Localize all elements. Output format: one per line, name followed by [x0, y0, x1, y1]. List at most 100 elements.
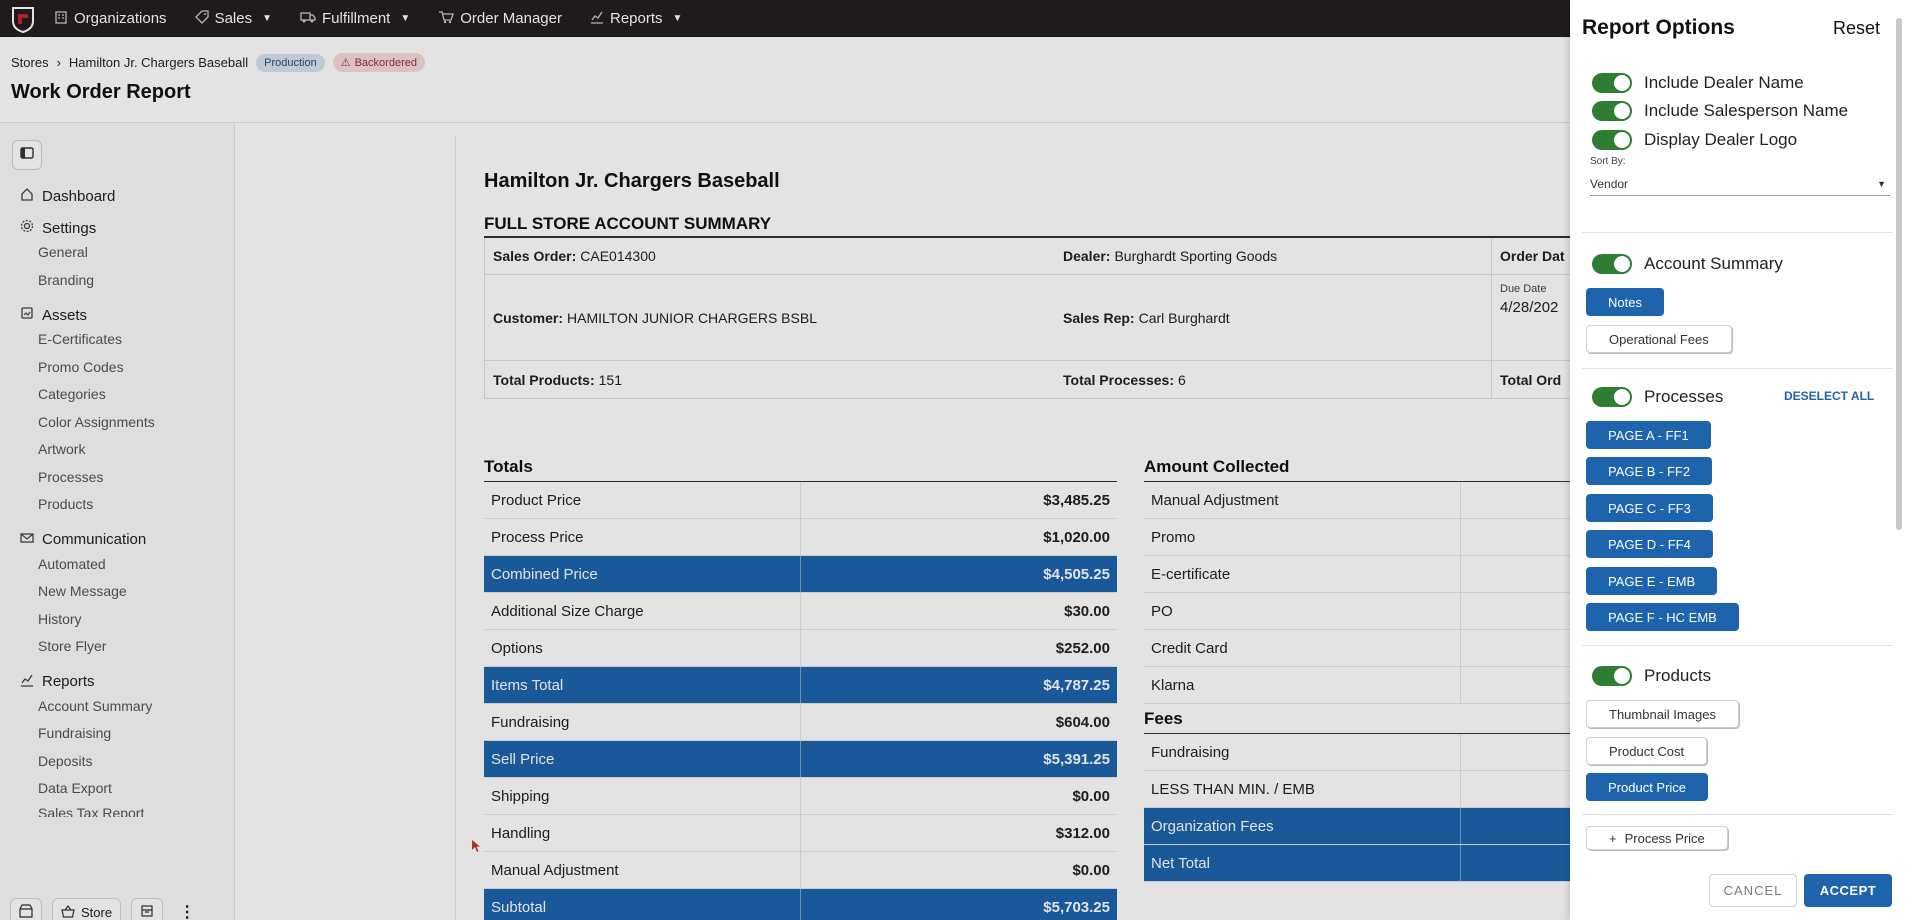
sidebar-item-processes[interactable]: Processes — [38, 468, 104, 485]
table-row: Fundraising $604.00 — [484, 704, 1117, 741]
sidebar-item-settings[interactable]: Settings — [20, 217, 230, 239]
chip-process[interactable]: PAGE A - FF1 — [1586, 421, 1711, 449]
sidebar-item-branding[interactable]: Branding — [38, 271, 95, 288]
chip-process[interactable]: PAGE B - FF2 — [1586, 457, 1713, 485]
chip-operational-fees[interactable]: Operational Fees — [1586, 325, 1732, 353]
accept-button[interactable]: ACCEPT — [1804, 874, 1892, 907]
sidebar-item-artwork[interactable]: Artwork — [38, 441, 86, 457]
chip-process-price[interactable]: + Process Price — [1586, 826, 1728, 850]
table-row: Subtotal $5,703.25 — [484, 889, 1117, 920]
chip-process[interactable]: PAGE D - FF4 — [1586, 530, 1713, 558]
chip-process[interactable]: PAGE C - FF3 — [1586, 494, 1713, 522]
sidebar-item-fundraising[interactable]: Fundraising — [38, 725, 112, 741]
sidebar-item-automated[interactable]: Automated — [38, 555, 106, 572]
chip-product-cost[interactable]: Product Cost — [1586, 737, 1708, 765]
due-date-value: 4/28/202 — [1500, 299, 1559, 316]
more-button[interactable]: ⋮ — [173, 898, 201, 920]
total-orders-cell: Total Ord — [1491, 361, 1570, 398]
nav-order-manager[interactable]: Order Manager — [438, 10, 562, 28]
order-info-grid: Sales Order: CAE014300 Dealer: Burghardt… — [484, 238, 1571, 399]
toggle-dealer-logo[interactable]: Display Dealer Logo — [1592, 130, 1797, 150]
divider — [1582, 645, 1893, 646]
nav-sales[interactable]: Sales ▼ — [194, 9, 272, 28]
row-label: Promo — [1144, 519, 1461, 555]
toggle-processes[interactable]: Processes — [1592, 387, 1723, 407]
row-label: Credit Card — [1144, 630, 1461, 666]
drawer-footer: CANCEL ACCEPT — [1570, 862, 1906, 920]
breadcrumb-store[interactable]: Hamilton Jr. Chargers Baseball — [68, 55, 249, 70]
drawer-scrollbar[interactable] — [1896, 18, 1902, 530]
toggle-switch[interactable] — [1592, 666, 1632, 686]
row-label: Fundraising — [484, 704, 801, 740]
sidebar-item-data-export[interactable]: Data Export — [38, 780, 112, 796]
table-row: Product Price $3,485.25 — [484, 482, 1117, 519]
toggle-switch[interactable] — [1592, 101, 1632, 121]
sidebar-item-new-message[interactable]: New Message — [38, 583, 127, 599]
toggle-switch[interactable] — [1592, 387, 1632, 407]
toggle-switch[interactable] — [1592, 130, 1632, 150]
sidebar-item-general[interactable]: General — [38, 244, 88, 260]
table-row: Manual Adjustment $0.00 — [484, 852, 1117, 889]
mouse-cursor-icon — [471, 839, 481, 858]
archive-button[interactable] — [131, 898, 164, 920]
sidebar-item-assets[interactable]: Assets — [20, 304, 230, 326]
sort-by-select[interactable]: Vendor ▼ — [1590, 172, 1890, 196]
deselect-all-button[interactable]: DESELECT ALL — [1784, 389, 1875, 403]
toggle-label: Display Dealer Logo — [1644, 130, 1798, 149]
sidebar-item-reports[interactable]: Reports — [20, 671, 230, 693]
sidebar-item-account-summary[interactable]: Account Summary — [38, 697, 153, 714]
chip-thumbnail-images[interactable]: Thumbnail Images — [1586, 700, 1739, 728]
row-value: $3,485.25 — [1043, 491, 1110, 509]
brand-logo[interactable] — [8, 4, 38, 34]
table-row: E-certificate — [1144, 556, 1571, 593]
nav-organizations[interactable]: Organizations — [54, 10, 167, 28]
drawer-title: Report Options — [1582, 16, 1735, 39]
storefront-button[interactable] — [10, 898, 42, 920]
reset-button[interactable]: Reset — [1833, 18, 1881, 38]
sales-rep-value: Carl Burghardt — [1138, 309, 1230, 326]
row-value: $0.00 — [1072, 861, 1110, 879]
sidebar-item-deposits[interactable]: Deposits — [38, 752, 93, 769]
chip-notes[interactable]: Notes — [1586, 288, 1664, 316]
breadcrumb-stores[interactable]: Stores — [11, 55, 49, 70]
chip-process[interactable]: PAGE E - EMB — [1586, 567, 1718, 595]
sidebar-item-color-assignments[interactable]: Color Assignments — [38, 413, 155, 430]
toggle-salesperson-name[interactable]: Include Salesperson Name — [1592, 101, 1848, 121]
sidebar-item-dashboard[interactable]: Dashboard — [20, 185, 230, 207]
sidebar-item-sales-tax-report[interactable]: Sales Tax Report — [38, 804, 145, 817]
table-row: Organization Fees — [1144, 808, 1571, 845]
sidebar-item-communication[interactable]: Communication — [20, 529, 230, 551]
sidebar-item-history[interactable]: History — [38, 610, 82, 627]
breadcrumb: Stores › Hamilton Jr. Chargers Baseball … — [11, 53, 425, 72]
nav-fulfillment[interactable]: Fulfillment ▼ — [300, 10, 410, 28]
toggle-dealer-name[interactable]: Include Dealer Name — [1592, 73, 1804, 93]
plus-icon: + — [1609, 830, 1617, 846]
nav-reports[interactable]: Reports ▼ — [590, 10, 682, 28]
report-options-drawer: Report Options Reset Include Dealer Name… — [1570, 0, 1906, 920]
backordered-label: Backordered — [354, 56, 417, 69]
table-row: Klarna — [1144, 667, 1571, 704]
chip-process[interactable]: PAGE F - HC EMB — [1586, 603, 1739, 631]
sidebar-item-store-flyer[interactable]: Store Flyer — [38, 638, 107, 654]
sidebar-item-promo-codes[interactable]: Promo Codes — [38, 358, 124, 375]
table-row: Options $252.00 — [484, 630, 1117, 667]
dealer-cell: Dealer: Burghardt Sporting Goods — [1055, 238, 1491, 274]
sidebar-item-label: Dashboard — [42, 187, 116, 205]
due-date-cell: Due Date 4/28/202 — [1491, 275, 1570, 360]
totals-rows: Product Price $3,485.25 Process Price $1,02… — [484, 482, 1117, 920]
cancel-button[interactable]: CANCEL — [1709, 874, 1797, 907]
sidebar-collapse-button[interactable] — [12, 140, 42, 170]
toggle-products[interactable]: Products — [1592, 666, 1711, 686]
toggle-switch[interactable] — [1592, 73, 1632, 93]
row-label: Product Price — [484, 482, 801, 518]
gear-icon — [20, 219, 34, 237]
toggle-account-summary[interactable]: Account Summary — [1592, 254, 1783, 274]
chip-product-price[interactable]: Product Price — [1586, 773, 1709, 801]
sidebar-item-e-certificates[interactable]: E-Certificates — [38, 331, 123, 347]
sidebar-item-categories[interactable]: Categories — [38, 386, 106, 402]
report-title: Hamilton Jr. Chargers Baseball — [484, 170, 780, 192]
store-button[interactable]: Store — [52, 898, 122, 920]
chart-icon — [590, 10, 604, 28]
toggle-switch[interactable] — [1592, 254, 1632, 274]
sidebar-item-products[interactable]: Products — [38, 496, 94, 512]
